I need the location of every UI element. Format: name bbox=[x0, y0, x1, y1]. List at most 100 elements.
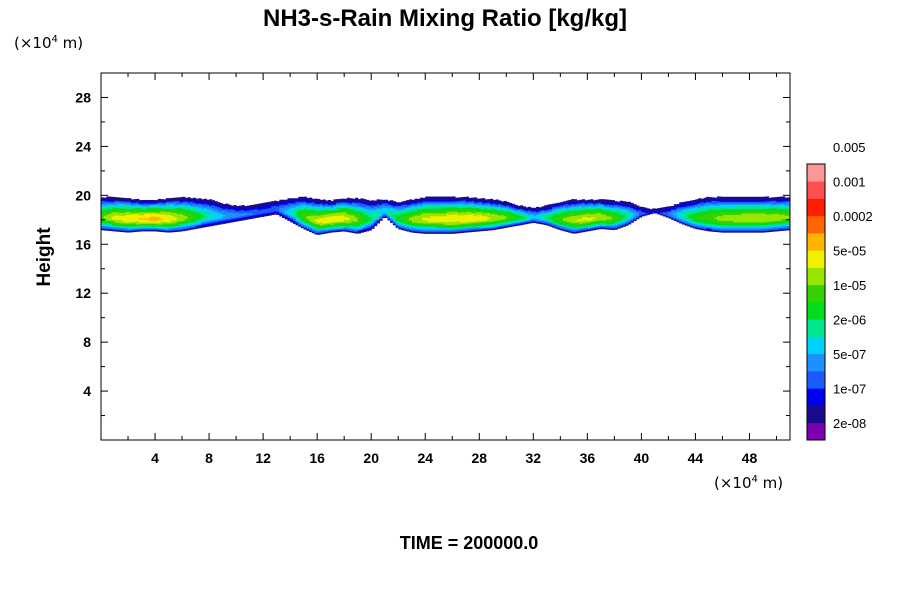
heat-cell bbox=[365, 214, 370, 217]
heat-cell bbox=[479, 224, 483, 227]
heat-cell bbox=[290, 205, 294, 208]
heat-cell bbox=[595, 217, 599, 220]
heat-cell bbox=[190, 198, 194, 201]
heat-cell bbox=[471, 228, 475, 231]
heat-cell bbox=[517, 222, 521, 225]
heat-cell bbox=[225, 209, 229, 212]
heat-cell bbox=[444, 222, 448, 226]
heat-cell bbox=[392, 211, 397, 214]
heat-cell bbox=[587, 229, 591, 232]
heat-cell bbox=[717, 200, 721, 203]
heat-cell bbox=[165, 220, 170, 223]
heat-cell bbox=[584, 203, 588, 206]
heat-cell bbox=[541, 215, 545, 218]
heat-cell bbox=[425, 209, 429, 212]
heat-cell bbox=[184, 210, 189, 214]
heat-cell bbox=[719, 202, 724, 205]
heat-cell bbox=[398, 208, 402, 211]
heat-cell bbox=[173, 212, 178, 215]
heat-cell bbox=[692, 214, 697, 217]
heat-cell bbox=[690, 200, 694, 203]
heat-cell bbox=[698, 224, 702, 227]
heat-cell bbox=[311, 206, 316, 209]
heat-cell bbox=[327, 217, 332, 220]
heat-cell bbox=[152, 226, 156, 229]
heat-cell bbox=[733, 226, 737, 229]
heat-cell bbox=[217, 210, 221, 214]
heat-cell bbox=[784, 227, 788, 230]
heat-cell bbox=[438, 225, 443, 228]
heat-cell bbox=[433, 199, 437, 202]
heat-cell bbox=[695, 218, 699, 221]
heat-cell bbox=[436, 215, 440, 218]
heat-cell bbox=[438, 211, 443, 214]
heat-cell bbox=[560, 227, 564, 230]
heat-cell bbox=[138, 216, 143, 219]
heat-cell bbox=[354, 199, 359, 202]
heat-cell bbox=[449, 214, 453, 217]
heat-cell bbox=[422, 231, 426, 234]
heat-cell bbox=[246, 214, 251, 217]
heat-cell bbox=[500, 220, 505, 223]
heat-cell bbox=[425, 217, 429, 220]
heat-cell bbox=[144, 227, 148, 230]
heat-cell bbox=[325, 222, 329, 225]
heat-cell bbox=[490, 222, 494, 225]
heat-cell bbox=[760, 211, 764, 214]
heat-cell bbox=[122, 214, 126, 217]
heat-cell bbox=[787, 222, 790, 225]
heat-cell bbox=[627, 201, 632, 204]
x-unit-exponent: 4 bbox=[752, 474, 758, 485]
heat-cell bbox=[357, 210, 361, 213]
heat-cell bbox=[295, 212, 299, 216]
heat-cell bbox=[746, 226, 751, 229]
heat-cell bbox=[590, 219, 594, 222]
heat-cell bbox=[325, 223, 329, 227]
heat-cell bbox=[679, 216, 683, 220]
heat-cell bbox=[155, 213, 159, 216]
heat-cell bbox=[406, 214, 410, 217]
heat-cell bbox=[584, 228, 588, 231]
heat-cell bbox=[754, 204, 759, 207]
heat-cell bbox=[498, 223, 502, 227]
heat-cell bbox=[787, 217, 790, 221]
heat-cell bbox=[168, 227, 172, 230]
heat-cell bbox=[527, 214, 532, 217]
heat-cell bbox=[271, 210, 275, 213]
heat-cell bbox=[309, 203, 313, 206]
heat-cell bbox=[184, 212, 189, 215]
heat-cell bbox=[357, 209, 361, 212]
heat-cell bbox=[363, 224, 367, 227]
heat-cell bbox=[414, 205, 418, 209]
heat-cell bbox=[300, 210, 305, 213]
heat-cell bbox=[425, 220, 429, 223]
heat-cell bbox=[119, 205, 124, 208]
heat-cell bbox=[200, 209, 205, 212]
heat-cell bbox=[633, 218, 637, 222]
heat-cell bbox=[319, 227, 324, 230]
heat-cell bbox=[182, 215, 186, 218]
heat-cell bbox=[387, 212, 391, 215]
heat-cell bbox=[481, 211, 486, 214]
heat-cell bbox=[182, 220, 186, 223]
heat-cell bbox=[500, 217, 505, 220]
heat-cell bbox=[103, 197, 107, 200]
heat-cell bbox=[706, 205, 710, 208]
heat-cell bbox=[617, 211, 621, 215]
heat-cell bbox=[708, 211, 713, 214]
heat-cell bbox=[187, 222, 191, 225]
heat-cell bbox=[471, 210, 475, 213]
heat-cell bbox=[441, 222, 445, 226]
heat-cell bbox=[606, 212, 610, 215]
heat-cell bbox=[368, 219, 372, 222]
heat-cell bbox=[684, 211, 688, 214]
heat-cell bbox=[152, 219, 156, 222]
heat-cell bbox=[681, 206, 686, 209]
heat-cell bbox=[706, 214, 710, 217]
heat-cell bbox=[727, 229, 732, 232]
heat-cell bbox=[417, 215, 421, 218]
heat-cell bbox=[444, 196, 448, 199]
heat-cell bbox=[600, 205, 605, 208]
heat-cell bbox=[230, 208, 234, 211]
heat-cell bbox=[608, 207, 613, 210]
